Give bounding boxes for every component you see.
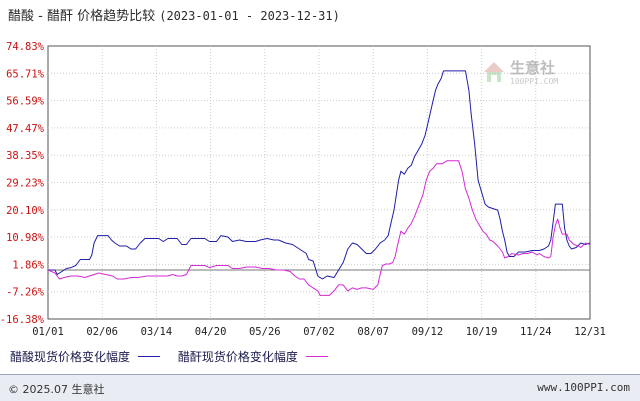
y-tick-label: 38.35% bbox=[6, 150, 45, 162]
series-line-acetic-acid bbox=[48, 70, 591, 280]
legend-label-acetic-anhydride: 醋酐现货价格变化幅度 bbox=[177, 350, 298, 364]
series-lines bbox=[47, 70, 591, 296]
x-tick-label: 05/26 bbox=[249, 326, 281, 338]
series-line-acetic-anhydride bbox=[47, 160, 591, 296]
watermark-url: 100PPI.COM bbox=[510, 77, 558, 86]
y-axis-ticks: 74.83% 65.71% 56.59% 47.47% 38.35% 29.23% 20.1… bbox=[0, 41, 45, 326]
footer: © 2025.07 生意社 www.100PPI.com bbox=[0, 374, 640, 401]
x-tick-label: 12/31 bbox=[574, 326, 606, 338]
watermark-name: 生意社 bbox=[510, 59, 555, 77]
x-tick-label: 09/12 bbox=[412, 326, 444, 338]
x-tick-label: 10/19 bbox=[466, 326, 498, 338]
legend-swatch-acetic-acid bbox=[138, 356, 161, 357]
x-tick-label: 08/07 bbox=[357, 326, 389, 338]
footer-site-link[interactable]: www.100PPI.com bbox=[537, 381, 630, 394]
legend: 醋酸现货价格变化幅度 醋酐现货价格变化幅度 bbox=[10, 348, 342, 365]
y-tick-label: 74.83% bbox=[6, 41, 45, 53]
x-tick-label: 03/14 bbox=[141, 326, 173, 338]
footer-copyright: © 2025.07 生意社 bbox=[8, 383, 105, 396]
y-tick-label: -7.26% bbox=[6, 287, 45, 299]
y-tick-label: 10.98% bbox=[6, 232, 45, 244]
grid bbox=[48, 46, 590, 319]
legend-swatch-acetic-anhydride bbox=[305, 356, 328, 357]
legend-label-acetic-acid: 醋酸现货价格变化幅度 bbox=[10, 350, 131, 364]
x-axis-ticks: 01/01 02/06 03/14 04/20 05/26 07/02 08/07 09/12… bbox=[32, 326, 606, 338]
y-tick-label: 47.47% bbox=[6, 123, 45, 135]
chart-title-main: 醋酸 - 醋酐 价格趋势比较 bbox=[8, 9, 156, 24]
y-tick-label: 1.86% bbox=[12, 259, 44, 271]
x-tick-label: 01/01 bbox=[32, 326, 64, 338]
legend-item-acetic-anhydride: 醋酐现货价格变化幅度 bbox=[178, 348, 328, 365]
house-logo-icon: 生意社 100PPI.COM bbox=[484, 59, 558, 86]
x-tick-label: 04/20 bbox=[195, 326, 227, 338]
chart-title: 醋酸 - 醋酐 价格趋势比较 (2023-01-01 - 2023-12-31) bbox=[8, 5, 340, 24]
y-tick-label: 29.23% bbox=[6, 178, 45, 190]
x-tick-label: 02/06 bbox=[86, 326, 118, 338]
y-tick-label: -16.38% bbox=[0, 314, 45, 326]
x-tick-label: 07/02 bbox=[303, 326, 335, 338]
chart-title-range: (2023-01-01 - 2023-12-31) bbox=[159, 9, 340, 23]
y-tick-label: 20.10% bbox=[6, 205, 45, 217]
y-tick-label: 65.71% bbox=[6, 68, 45, 80]
y-tick-label: 56.59% bbox=[6, 96, 45, 108]
x-tick-label: 11/24 bbox=[520, 326, 552, 338]
legend-item-acetic-acid: 醋酸现货价格变化幅度 bbox=[10, 348, 161, 365]
